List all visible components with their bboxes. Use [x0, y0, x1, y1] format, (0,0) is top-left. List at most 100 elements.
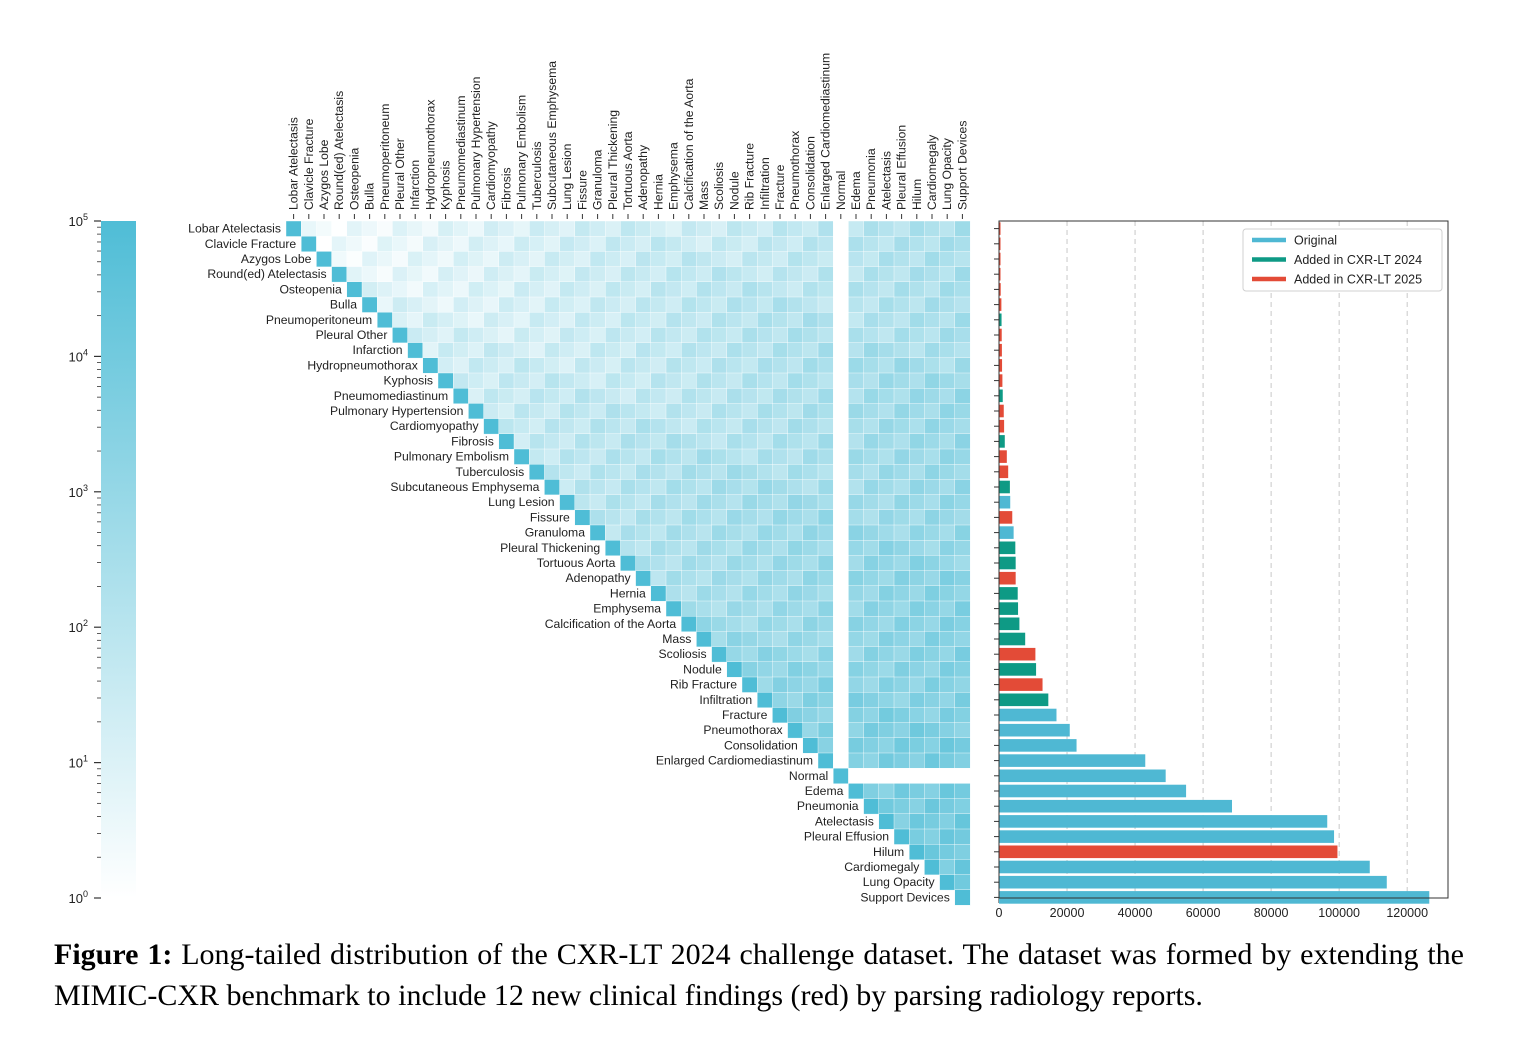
heatmap-cell	[893, 783, 910, 800]
bar-pleural-effusion	[999, 830, 1335, 843]
heatmap-cell	[878, 783, 895, 800]
heatmap-column-label: Osteopenia	[347, 147, 361, 210]
heatmap-diagonal-cell	[483, 418, 500, 435]
heatmap-cell	[878, 768, 895, 784]
heatmap-row-label: Pleural Thickening	[500, 541, 600, 555]
heatmap-cell	[893, 296, 910, 313]
heatmap-cell	[483, 327, 500, 344]
heatmap-cell	[635, 494, 652, 511]
heatmap-cell	[529, 357, 545, 374]
heatmap-cell	[878, 433, 895, 450]
heatmap-cell	[559, 403, 576, 420]
heatmap-cell	[559, 327, 576, 344]
heatmap-cell	[589, 418, 606, 435]
heatmap-cell	[833, 737, 849, 754]
heatmap-cell	[939, 813, 956, 830]
heatmap-cell	[635, 555, 652, 572]
heatmap-cell	[924, 737, 941, 754]
heatmap-column-label: Consolidation	[803, 136, 817, 210]
heatmap-cell	[605, 433, 621, 450]
heatmap-column-label: Hernia	[651, 174, 665, 210]
heatmap-cell	[544, 281, 561, 298]
heatmap-column-label: Kyphosis	[439, 161, 453, 210]
heatmap-diagonal-cell	[802, 737, 819, 754]
heatmap-cell	[833, 464, 849, 480]
heatmap-cell	[848, 464, 865, 480]
heatmap-cell	[848, 357, 865, 374]
heatmap-cell	[316, 220, 333, 237]
heatmap-cell	[954, 388, 971, 404]
heatmap-cell	[589, 403, 606, 420]
heatmap-cell	[772, 235, 789, 252]
heatmap-cell	[726, 372, 743, 389]
heatmap-cell	[589, 357, 606, 374]
heatmap-row-label: Bulla	[330, 298, 357, 312]
heatmap-cell	[711, 600, 728, 617]
heatmap-cell	[878, 281, 895, 298]
heatmap-cell	[681, 266, 697, 283]
heatmap-cell	[392, 281, 409, 298]
heatmap-cell	[924, 631, 941, 648]
bar-azygos-lobe	[999, 252, 1001, 266]
heatmap-cell	[924, 342, 941, 359]
heatmap-cell	[833, 235, 849, 252]
heatmap-cell	[924, 418, 941, 435]
heatmap-cell	[696, 540, 713, 556]
heatmap-cell	[665, 418, 682, 435]
heatmap-cell	[833, 707, 849, 724]
heatmap-cell	[529, 448, 545, 465]
heatmap-row-label: Infiltration	[699, 693, 752, 707]
bar-kyphosis	[999, 374, 1003, 387]
colorbar-tick-label: 105	[69, 212, 88, 229]
heatmap-cell	[422, 296, 439, 313]
heatmap-cell	[878, 266, 895, 283]
heatmap-cell	[939, 296, 956, 313]
heatmap-cell	[772, 479, 789, 496]
heatmap-cell	[924, 494, 941, 511]
heatmap-cell	[544, 342, 561, 359]
heatmap-diagonal-cell	[498, 433, 515, 450]
heatmap-cell	[893, 631, 910, 648]
heatmap-cell	[863, 372, 880, 389]
heatmap-cell	[498, 251, 515, 268]
heatmap-cell	[513, 327, 530, 344]
heatmap-row-label: Scoliosis	[659, 647, 707, 661]
heatmap-cell	[589, 388, 606, 404]
heatmap-cell	[377, 235, 393, 252]
heatmap-cell	[833, 631, 849, 648]
heatmap-cell	[437, 220, 454, 237]
heatmap-row-label: Hernia	[610, 586, 646, 600]
heatmap-cell	[878, 372, 895, 389]
heatmap-cell	[878, 585, 895, 602]
heatmap-cell	[787, 418, 804, 435]
heatmap-cell	[893, 357, 910, 374]
heatmap-cell	[468, 327, 485, 344]
heatmap-cell	[665, 296, 682, 313]
heatmap-cell	[559, 464, 576, 480]
heatmap-cell	[954, 676, 971, 693]
heatmap-cell	[848, 692, 865, 708]
heatmap-cell	[817, 464, 834, 480]
heatmap-cell	[817, 418, 834, 435]
heatmap-cell	[665, 251, 682, 268]
heatmap-cell	[589, 251, 606, 268]
heatmap-cell	[513, 388, 530, 404]
heatmap-cell	[772, 418, 789, 435]
heatmap-cell	[665, 494, 682, 511]
heatmap-cell	[772, 616, 789, 632]
heatmap-cell	[924, 296, 941, 313]
heatmap-cell	[878, 251, 895, 268]
heatmap-cell	[529, 220, 545, 237]
heatmap-cell	[513, 418, 530, 435]
heatmap-cell	[681, 479, 697, 496]
heatmap-cell	[498, 403, 515, 420]
heatmap-cell	[954, 737, 971, 754]
heatmap-cell	[605, 296, 621, 313]
heatmap-cell	[954, 235, 971, 252]
heatmap-cell	[817, 357, 834, 374]
heatmap-row-label: Kyphosis	[384, 374, 433, 388]
heatmap-cell	[878, 676, 895, 693]
heatmap-cell	[513, 342, 530, 359]
heatmap-cell	[650, 296, 667, 313]
heatmap-cell	[681, 372, 697, 389]
